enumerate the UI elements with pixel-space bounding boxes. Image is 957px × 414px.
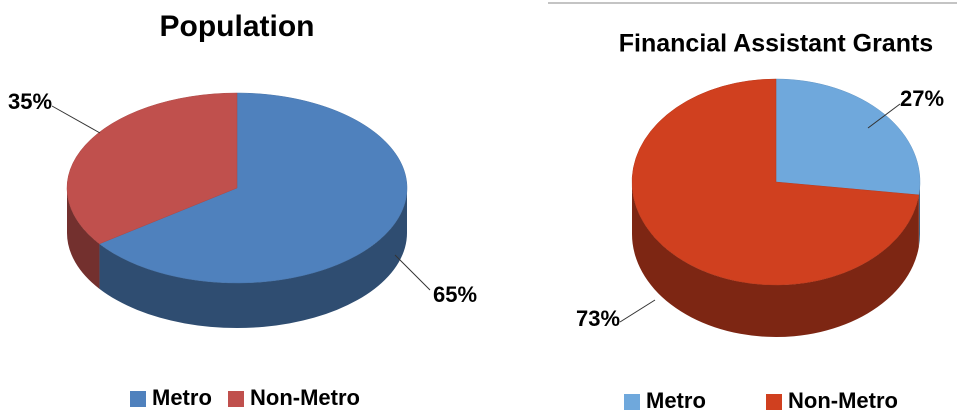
chart-title: Population [160, 10, 315, 43]
pie-slice [775, 78, 921, 247]
leader-line [51, 105, 101, 134]
legend-swatch [228, 391, 244, 407]
data-label: 65% [433, 282, 477, 307]
legend-swatch [766, 394, 782, 410]
legend-label: Metro [152, 385, 212, 410]
data-label: 73% [576, 306, 620, 331]
data-label: 27% [900, 86, 944, 111]
slice-top [98, 92, 408, 284]
slice-side [918, 182, 920, 247]
pie-slice [98, 92, 408, 328]
slice-top [66, 92, 238, 245]
leader-line [867, 103, 901, 129]
chart-title: Financial Assistant Grants [619, 30, 933, 58]
legend-swatch [624, 394, 640, 410]
slice-side [632, 182, 919, 337]
slice-side [67, 188, 100, 289]
slice-top [631, 78, 920, 286]
leader-line [619, 299, 656, 323]
pie-slice [631, 78, 920, 337]
legend-label: Non-Metro [250, 385, 360, 410]
legend-label: Non-Metro [788, 388, 898, 413]
legend-swatch [130, 391, 146, 407]
slice-top [775, 78, 921, 196]
slice-side [99, 188, 408, 328]
data-label: 35% [8, 89, 52, 114]
legend-label: Metro [646, 388, 706, 413]
leader-line [394, 254, 431, 291]
pie-slice [66, 92, 238, 289]
